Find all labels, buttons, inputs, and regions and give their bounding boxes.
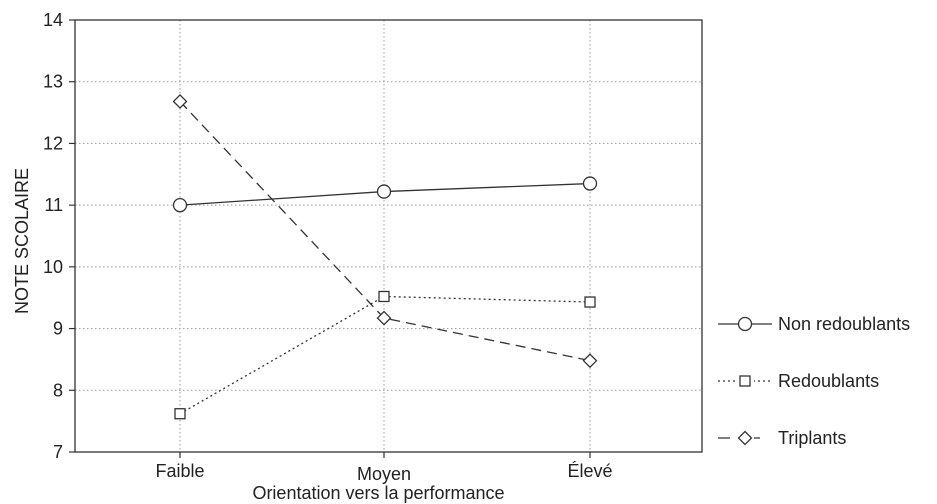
legend-label: Non redoublants — [778, 314, 910, 334]
series-group — [172, 94, 598, 420]
x-tick-label: Faible — [155, 461, 204, 481]
data-point-square — [739, 375, 751, 387]
x-tick-label: Élevé — [567, 461, 612, 481]
data-point-circle — [376, 184, 392, 199]
y-axis-label: NOTE SCOLAIRE — [12, 168, 32, 314]
y-tick-label: 13 — [43, 72, 63, 92]
y-tick-label: 14 — [43, 10, 63, 30]
y-tick-label: 11 — [44, 195, 63, 215]
data-point-diamond — [376, 310, 392, 326]
y-tick-label: 8 — [53, 380, 63, 400]
legend-label: Redoublants — [778, 371, 879, 391]
x-tick-label: Moyen — [357, 464, 411, 484]
data-point-square — [378, 290, 390, 303]
legend-item: Non redoublants — [718, 314, 910, 334]
data-point-diamond — [172, 94, 188, 109]
grid — [75, 20, 702, 452]
legend: Non redoublants Redoublants Triplants — [718, 314, 910, 448]
x-axis: Faible Moyen Élevé — [155, 452, 613, 484]
series-non-redoublants — [172, 176, 598, 213]
y-tick-label: 9 — [53, 319, 63, 339]
legend-item: Redoublants — [718, 371, 879, 391]
data-point-diamond — [582, 353, 598, 369]
y-axis: 7 8 9 10 11 12 13 14 — [43, 10, 75, 462]
data-point-square — [584, 296, 596, 308]
x-axis-label: Orientation vers la performance — [252, 483, 504, 503]
data-point-circle — [737, 316, 753, 332]
y-tick-label: 12 — [43, 133, 63, 153]
series-triplants — [172, 94, 598, 369]
series-redoublants — [174, 290, 596, 420]
data-point-square — [174, 408, 186, 420]
y-tick-label: 10 — [43, 257, 63, 277]
data-point-circle — [582, 176, 598, 191]
legend-item: Triplants — [718, 428, 846, 448]
data-point-circle — [172, 197, 188, 213]
legend-label: Triplants — [778, 428, 846, 448]
plot-frame — [74, 19, 703, 453]
y-tick-label: 7 — [53, 442, 63, 462]
data-point-diamond — [737, 430, 753, 446]
